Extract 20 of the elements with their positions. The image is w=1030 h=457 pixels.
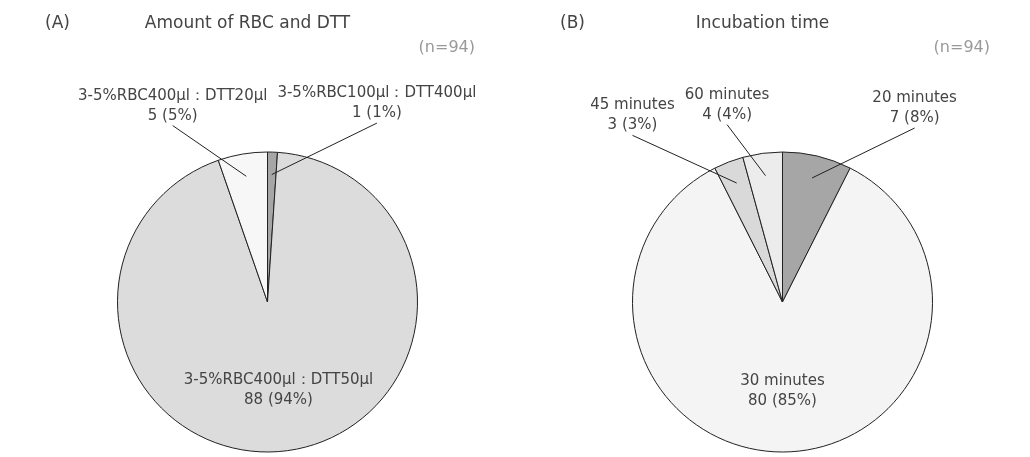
slice-label: 3-5%RBC100µl：DTT400µl — [277, 83, 477, 102]
chart-title: Amount of RBC and DTT — [144, 12, 351, 32]
text: (n=94) — [933, 37, 990, 56]
slice-label: 30 minutes — [740, 370, 825, 389]
chart-title: Incubation time — [695, 12, 830, 32]
data-label: 7 (8%) — [889, 108, 940, 127]
slice-label: 60 minutes — [684, 84, 770, 103]
slice-label: 20 minutes — [872, 88, 958, 107]
data-label: 5 (5%) — [147, 105, 198, 124]
data-label: 80 (85%) — [748, 390, 817, 409]
data-label: 1 (1%) — [352, 103, 402, 122]
text: (B) — [560, 12, 585, 32]
text: (n=94) — [418, 37, 475, 56]
data-label: 3 (3%) — [607, 115, 658, 134]
slice-label: 45 minutes — [590, 95, 675, 114]
data-label: 88 (94%) — [244, 389, 313, 408]
text: (A) — [45, 12, 70, 32]
data-label: 4 (4%) — [702, 104, 752, 123]
slice-label: 3-5%RBC400µl：DTT50µl — [183, 369, 374, 388]
slice-label: 3-5%RBC400µl：DTT20µl — [77, 85, 268, 104]
